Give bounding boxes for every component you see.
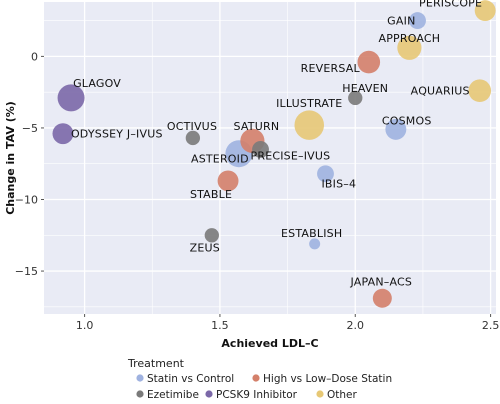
- point-label: ZEUS: [190, 241, 220, 254]
- point-label: APPROACH: [378, 32, 440, 45]
- x-axis-ticks: 1.0 1.5 2.0 2.5: [76, 314, 499, 332]
- point-label: ODYSSEY J–IVUS: [71, 128, 163, 141]
- plot-background: [44, 2, 496, 314]
- point-label: ILLUSTRATE: [276, 97, 342, 110]
- point-glagov: [57, 84, 85, 112]
- x-tick-label: 1.5: [211, 319, 229, 332]
- point-ibis-4: [317, 165, 334, 183]
- y-axis-ticks: 0 −5 −10 −15: [15, 50, 44, 278]
- point-label: ASTEROID: [191, 153, 249, 166]
- point-aquarius: [468, 79, 492, 103]
- legend-swatch-pcsk9: [205, 390, 213, 398]
- point-periscope: [474, 0, 496, 22]
- point-label: ESTABLISH: [281, 227, 342, 240]
- legend-swatch-statin: [136, 374, 144, 382]
- point-illustrate: [294, 110, 325, 140]
- point-approach: [397, 35, 422, 60]
- point-label: PRECISE–IVUS: [251, 149, 331, 162]
- point-label: AQUARIUS: [411, 85, 470, 98]
- point-zeus: [204, 228, 219, 243]
- y-tick-label: −5: [22, 122, 38, 135]
- y-tick-label: 0: [31, 50, 38, 63]
- y-tick-label: −15: [15, 265, 38, 278]
- point-stable: [217, 170, 239, 192]
- legend: Treatment Statin vs Control High vs Low–D…: [127, 357, 392, 401]
- point-heaven: [348, 90, 363, 106]
- point-precise-ivus: [252, 140, 269, 158]
- legend-title: Treatment: [127, 357, 185, 370]
- legend-label-ezetimibe: Ezetimibe: [147, 389, 199, 401]
- x-axis-title: Achieved LDL–C: [221, 337, 318, 350]
- x-tick-label: 2.0: [347, 319, 365, 332]
- point-cosmos: [385, 118, 407, 140]
- point-octivus: [185, 130, 201, 146]
- grid-lines: [44, 2, 496, 314]
- point-reversal: [357, 50, 381, 74]
- y-tick-label: −10: [15, 194, 38, 207]
- point-labels: PERISCOPE GAIN APPROACH REVERSAL AQUARIUS HEA…: [71, 0, 482, 288]
- point-label: COSMOS: [382, 114, 432, 127]
- legend-swatch-highlow: [252, 374, 260, 382]
- point-gain: [409, 12, 426, 30]
- point-japan-acs: [372, 288, 392, 308]
- x-tick-label: 1.0: [76, 319, 94, 332]
- data-points: [52, 0, 496, 308]
- point-label: SATURN: [234, 120, 280, 133]
- point-label: STABLE: [190, 188, 232, 201]
- legend-label-pcsk9: PCSK9 Inhibitor: [216, 389, 298, 401]
- point-label: HEAVEN: [342, 82, 388, 95]
- point-label: IBIS–4: [321, 178, 356, 191]
- legend-label-other: Other: [327, 389, 357, 401]
- x-tick-label: 2.5: [482, 319, 500, 332]
- point-label: REVERSAL: [301, 62, 361, 75]
- y-axis-title: Change in TAV (%): [4, 101, 17, 215]
- point-label: GAIN: [387, 15, 415, 28]
- legend-label-highlow: High vs Low–Dose Statin: [263, 373, 392, 385]
- point-establish: [309, 238, 321, 250]
- point-label: GLAGOV: [73, 77, 121, 90]
- point-label: JAPAN–ACS: [350, 275, 413, 288]
- point-label: PERISCOPE: [419, 0, 482, 10]
- legend-swatch-ezetimibe: [136, 390, 144, 398]
- point-odyssey-j-ivus: [52, 123, 74, 145]
- legend-swatch-other: [316, 390, 324, 398]
- legend-label-statin: Statin vs Control: [147, 373, 234, 385]
- point-label: OCTIVUS: [167, 120, 217, 133]
